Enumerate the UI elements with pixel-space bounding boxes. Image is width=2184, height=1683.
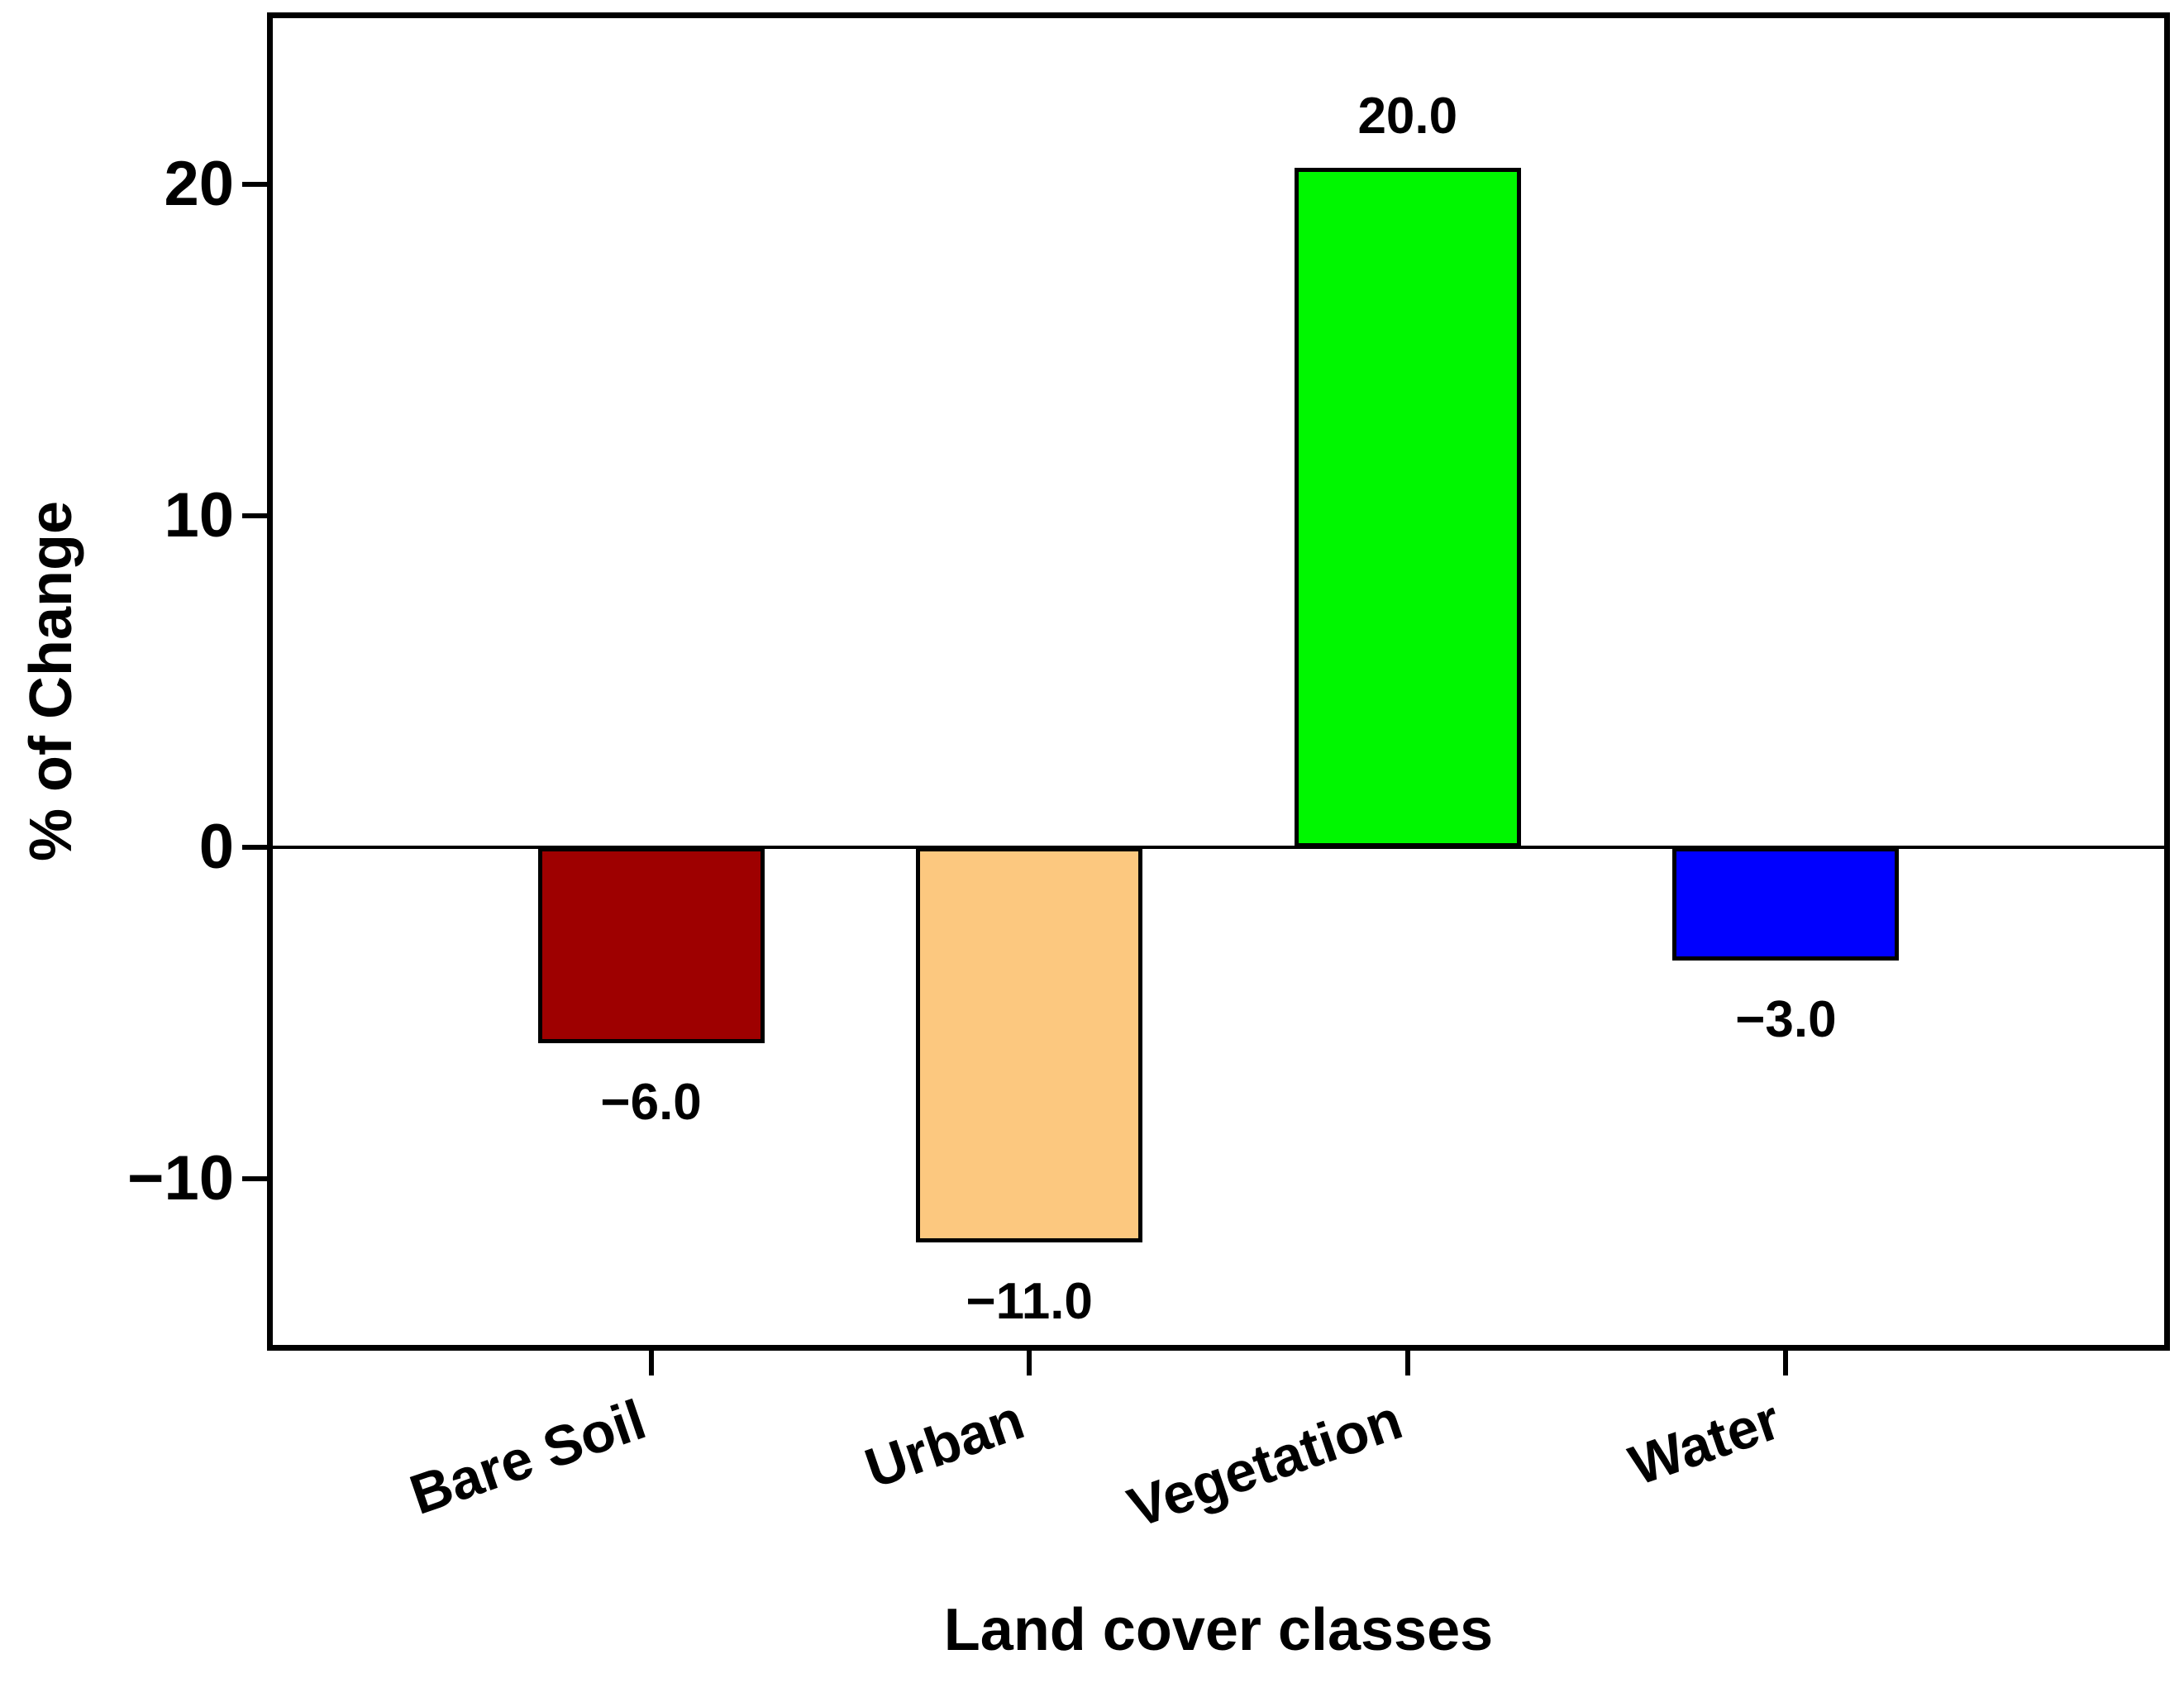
x-tick-label-bare-soil: Bare Soil xyxy=(402,1388,654,1527)
y-tick--10 xyxy=(242,1176,267,1182)
y-tick-label--10: −10 xyxy=(127,1143,234,1214)
bar-water xyxy=(1672,847,1900,961)
bar-value-label-bare-soil: −6.0 xyxy=(600,1073,702,1131)
plot-frame xyxy=(267,12,2170,1351)
x-tick-water xyxy=(1783,1351,1789,1375)
y-tick-20 xyxy=(242,181,267,187)
x-tick-label-urban: Urban xyxy=(857,1388,1032,1500)
y-tick-label-20: 20 xyxy=(164,148,234,219)
x-tick-urban xyxy=(1027,1351,1032,1375)
x-tick-label-vegetation: Vegetation xyxy=(1120,1388,1410,1540)
y-tick-10 xyxy=(242,513,267,518)
x-tick-vegetation xyxy=(1404,1351,1410,1375)
bar-value-label-vegetation: 20.0 xyxy=(1357,87,1458,145)
bar-urban xyxy=(916,847,1143,1242)
bar-vegetation xyxy=(1294,167,1521,848)
bar-value-label-urban: −11.0 xyxy=(966,1272,1093,1330)
y-tick-label-0: 0 xyxy=(198,812,234,883)
bar-bare-soil xyxy=(537,847,765,1043)
y-tick-label-10: 10 xyxy=(164,479,234,551)
zero-baseline xyxy=(273,846,2164,850)
y-axis-title: % of Change xyxy=(18,501,84,862)
bar-value-label-water: −3.0 xyxy=(1735,990,1837,1048)
x-tick-bare-soil xyxy=(648,1351,654,1375)
x-tick-label-water: Water xyxy=(1621,1388,1788,1498)
x-axis-title: Land cover classes xyxy=(943,1597,1494,1663)
y-tick-0 xyxy=(242,845,267,851)
